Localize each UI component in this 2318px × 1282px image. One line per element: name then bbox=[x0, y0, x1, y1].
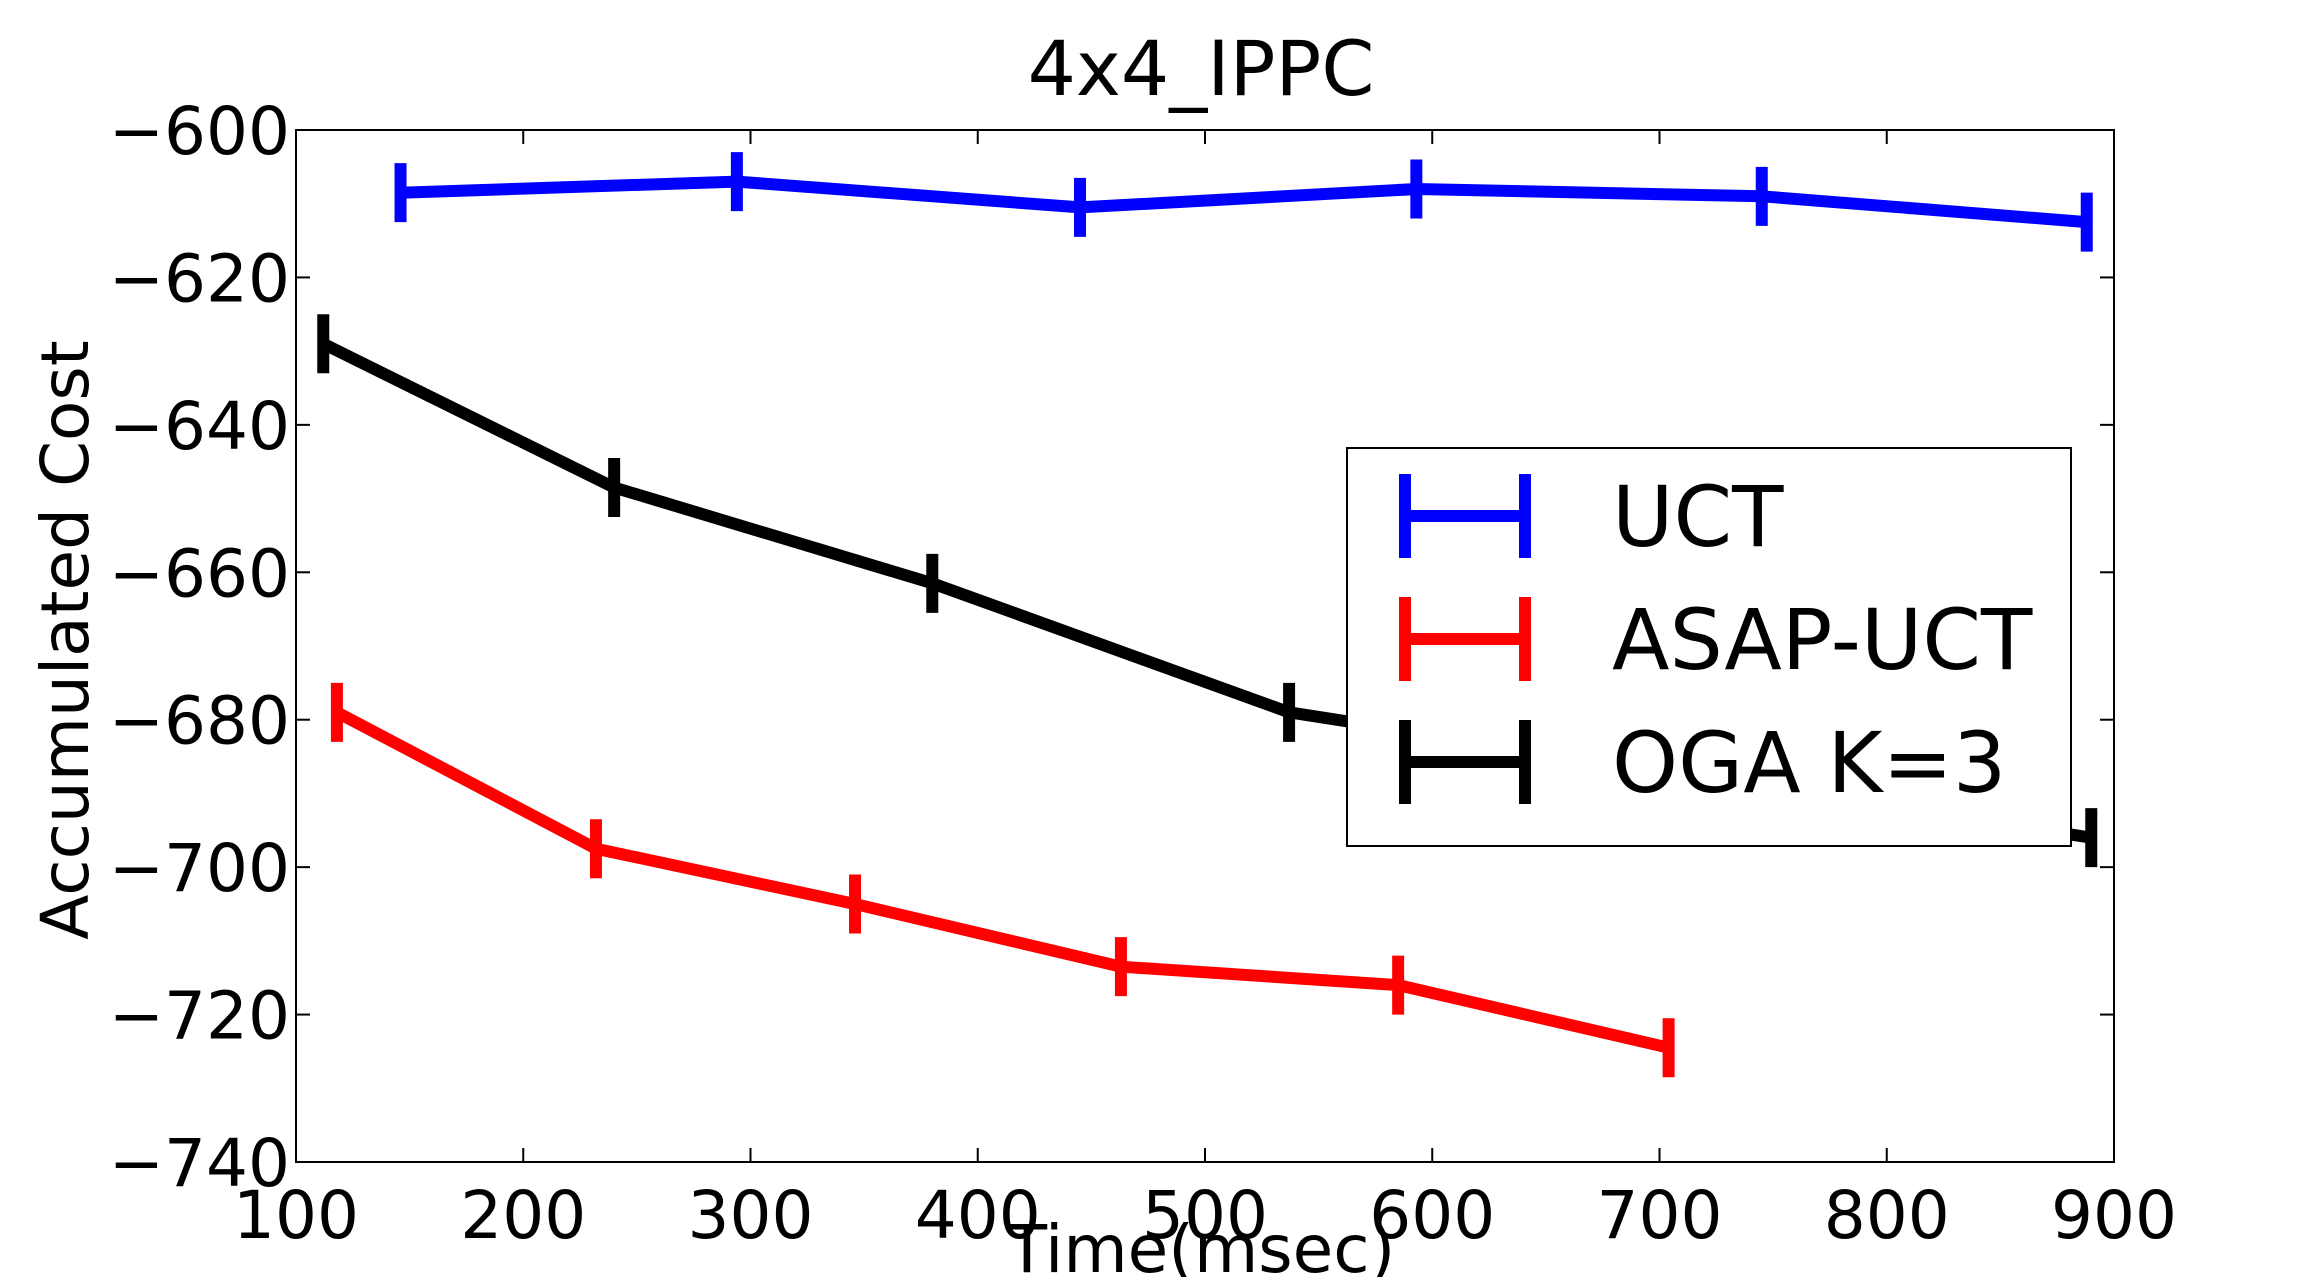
x-tick-label-8: 900 bbox=[2051, 1177, 2177, 1254]
data-point-1-2 bbox=[854, 903, 857, 905]
x-tick-label-6: 700 bbox=[1597, 1177, 1723, 1254]
y-tick-label-1: −620 bbox=[109, 240, 290, 317]
y-tick-label-4: −680 bbox=[109, 683, 290, 760]
y-tick-label-7: −740 bbox=[109, 1125, 290, 1202]
legend-label-0: UCT bbox=[1612, 468, 1784, 566]
data-point-0-5 bbox=[2085, 221, 2088, 224]
series-1 bbox=[330, 682, 1675, 1078]
chart-title: 4x4_IPPC bbox=[1028, 24, 1375, 113]
x-tick-label-7: 800 bbox=[1824, 1177, 1950, 1254]
data-point-0-2 bbox=[1079, 206, 1082, 209]
x-tick-label-4: 500 bbox=[1142, 1177, 1268, 1254]
y-axis-label: Accumulated Cost bbox=[27, 340, 104, 939]
data-point-1-0 bbox=[335, 711, 338, 714]
x-tick-label-3: 400 bbox=[915, 1177, 1041, 1254]
legend-label-2: OGA K=3 bbox=[1612, 714, 2006, 812]
series-0 bbox=[394, 152, 2093, 252]
data-point-2-2 bbox=[931, 582, 934, 585]
data-point-2-1 bbox=[613, 486, 616, 489]
y-tick-label-2: −640 bbox=[109, 388, 290, 465]
series-line-1 bbox=[334, 706, 1670, 1054]
data-point-1-5 bbox=[1667, 1046, 1670, 1049]
axes-layer: 100 200 300 400 500 600 700 800 900 −600 −620 −640 −… bbox=[109, 93, 2177, 1254]
data-point-2-3 bbox=[1288, 711, 1291, 714]
series-line-0 bbox=[400, 175, 2088, 229]
data-point-1-3 bbox=[1119, 965, 1122, 968]
x-axis-label: Time(msec) bbox=[1006, 1211, 1396, 1277]
legend-label-1: ASAP-UCT bbox=[1612, 591, 2033, 689]
x-tick-label-1: 200 bbox=[460, 1177, 586, 1254]
x-tick-label-0: 100 bbox=[233, 1177, 359, 1254]
legend: UCT ASAP-UCT OGA K=3 bbox=[1346, 447, 2072, 847]
y-tick-label-6: −720 bbox=[109, 978, 290, 1055]
data-point-0-4 bbox=[1760, 195, 1763, 198]
y-tick-label-0: −600 bbox=[109, 93, 290, 170]
data-point-0-0 bbox=[399, 191, 402, 194]
x-tick-label-5: 600 bbox=[1369, 1177, 1495, 1254]
data-point-0-1 bbox=[735, 180, 738, 183]
data-point-0-3 bbox=[1415, 187, 1418, 190]
data-point-1-1 bbox=[594, 847, 597, 850]
data-point-2-0 bbox=[322, 342, 325, 345]
data-point-2-4 bbox=[2090, 836, 2093, 839]
x-tick-label-2: 300 bbox=[688, 1177, 814, 1254]
y-tick-label-3: −660 bbox=[109, 535, 290, 612]
y-tick-label-5: −700 bbox=[109, 830, 290, 907]
data-point-1-4 bbox=[1397, 984, 1400, 987]
